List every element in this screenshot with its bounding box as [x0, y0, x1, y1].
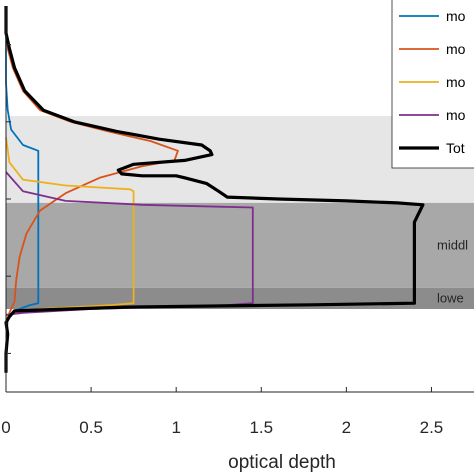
axis-layer: 0 0.5 1 1.5 2 2.5 — [1, 6, 474, 437]
x-tick-label-4: 2 — [342, 418, 351, 437]
band-label-2: lowe — [437, 290, 464, 305]
band-1 — [6, 202, 474, 288]
x-tick-label-5: 2.5 — [420, 418, 444, 437]
legend-label-1: mo — [446, 41, 466, 57]
legend-label-2: mo — [446, 74, 466, 90]
x-tick-label-1: 0.5 — [79, 418, 103, 437]
legend: mo mo mo mo Tot — [391, 0, 474, 169]
series-layer — [4, 6, 425, 373]
x-tick-label-2: 1 — [171, 418, 180, 437]
legend-label-3: mo — [446, 107, 466, 123]
x-axis-title: optical depth — [228, 452, 336, 473]
band-label-1: middl — [437, 237, 468, 252]
legend-label-0: mo — [446, 8, 466, 24]
x-tick-label-0: 0 — [1, 418, 10, 437]
x-tick-label-3: 1.5 — [249, 418, 273, 437]
legend-box — [391, 0, 474, 169]
legend-label-4: Tot — [446, 140, 465, 156]
series-line-4 — [4, 6, 425, 373]
